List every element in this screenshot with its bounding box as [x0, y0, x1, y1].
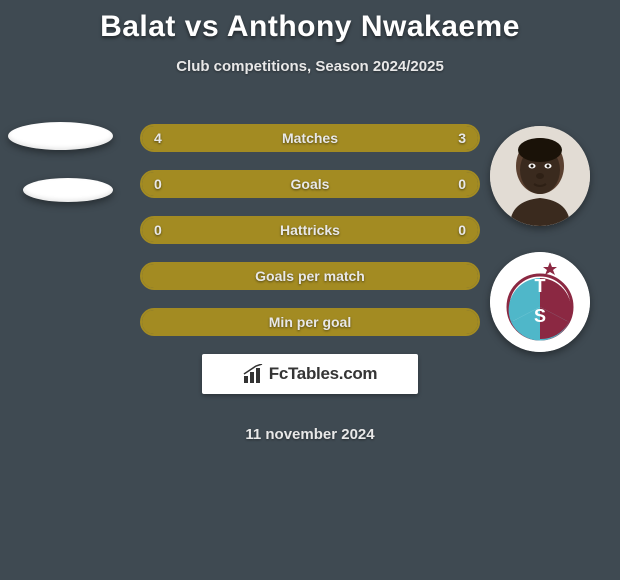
stat-label: Min per goal: [269, 314, 351, 330]
trabzonspor-badge-icon: T S: [490, 252, 590, 352]
stat-label: Matches: [282, 130, 338, 146]
svg-text:S: S: [534, 306, 546, 326]
stat-value-left: 0: [154, 176, 162, 192]
bar-fill-left: [142, 172, 310, 196]
stat-value-left: 0: [154, 222, 162, 238]
player-head-icon: [490, 126, 590, 226]
player-left-placeholder-2: [23, 178, 113, 202]
player-right-avatar: [490, 126, 590, 226]
bar-fill-right: [334, 126, 478, 150]
stat-bar-hattricks: 0 Hattricks 0: [140, 216, 480, 244]
bar-chart-icon: [243, 364, 265, 384]
bar-fill-right: [310, 172, 478, 196]
stat-value-right: 0: [458, 176, 466, 192]
stat-label: Goals per match: [255, 268, 365, 284]
comparison-card: Balat vs Anthony Nwakaeme Club competiti…: [0, 0, 620, 580]
stat-bar-goals: 0 Goals 0: [140, 170, 480, 198]
stat-bar-matches: 4 Matches 3: [140, 124, 480, 152]
stat-label: Hattricks: [280, 222, 340, 238]
stat-bar-min-per-goal: Min per goal: [140, 308, 480, 336]
player-left-placeholder-1: [8, 122, 113, 150]
stat-label: Goals: [291, 176, 330, 192]
stat-bar-goals-per-match: Goals per match: [140, 262, 480, 290]
subtitle: Club competitions, Season 2024/2025: [0, 58, 620, 75]
page-title: Balat vs Anthony Nwakaeme: [0, 0, 620, 44]
club-right-badge: T S: [490, 252, 590, 352]
svg-text:T: T: [535, 276, 546, 296]
stat-value-right: 0: [458, 222, 466, 238]
stat-value-right: 3: [458, 130, 466, 146]
brand-text: FcTables.com: [269, 364, 378, 384]
brand-logo-box: FcTables.com: [202, 354, 418, 394]
date-text: 11 november 2024: [0, 426, 620, 443]
stat-value-left: 4: [154, 130, 162, 146]
stat-bars: 4 Matches 3 0 Goals 0 0 Hattricks 0 Goal…: [140, 124, 480, 354]
